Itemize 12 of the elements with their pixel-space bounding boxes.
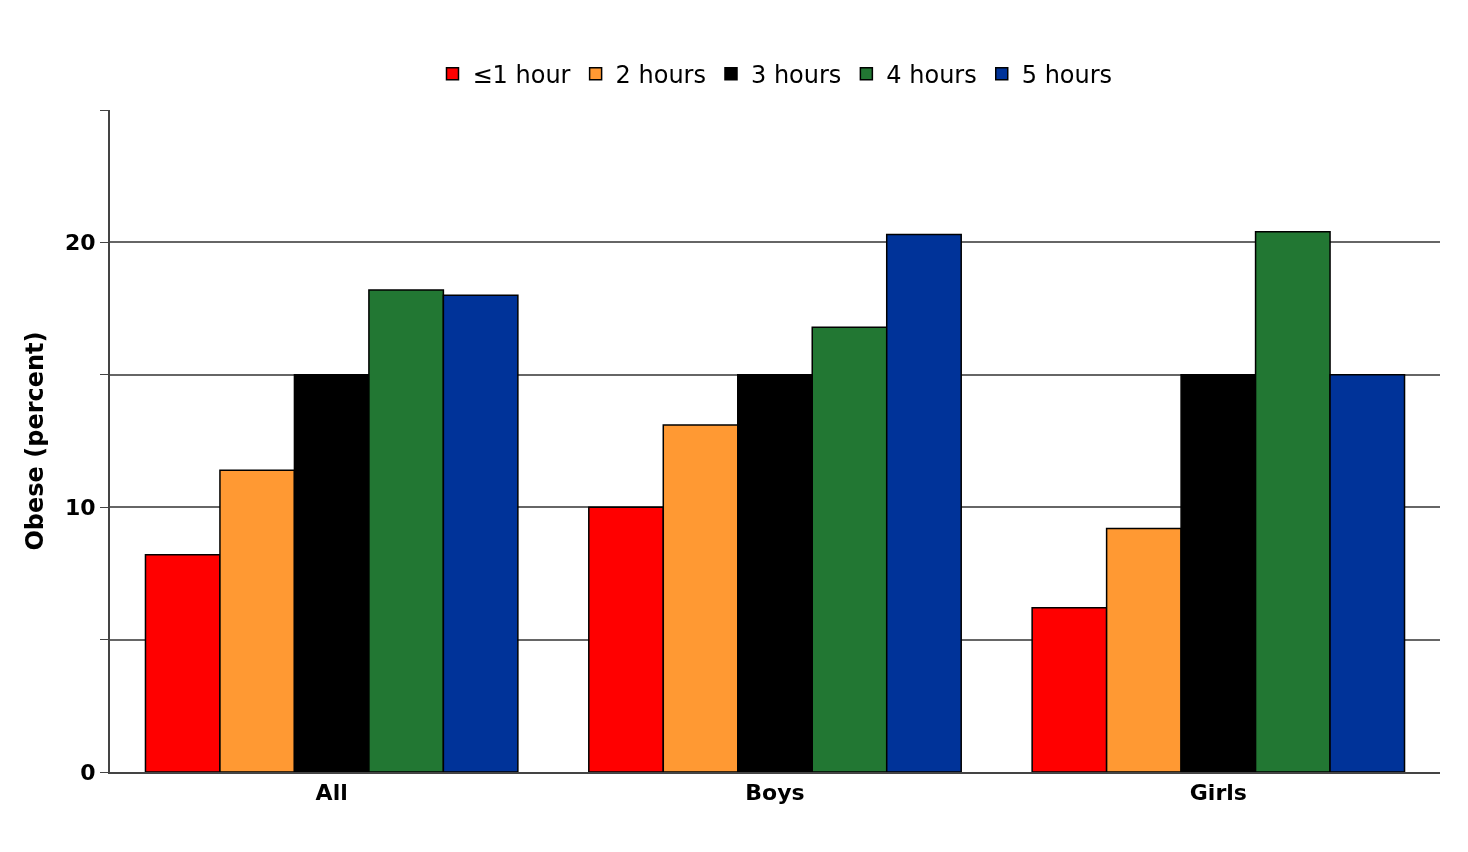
legend-label: 2 hours: [615, 61, 706, 90]
y-tick-label: 0: [80, 759, 96, 785]
x-tick-label: Boys: [745, 780, 805, 806]
y-tick-label: 10: [64, 494, 96, 520]
y-axis-title: Obese (percent): [20, 331, 49, 551]
x-tick-label: All: [315, 780, 348, 806]
x-tick-label: Girls: [1189, 780, 1247, 806]
legend-label: 3 hours: [750, 61, 842, 90]
legend-label: 4 hours: [886, 61, 977, 90]
legend-label: 5 hours: [1021, 61, 1113, 90]
legend-label: ≤1 hour: [472, 61, 571, 90]
y-tick-label: 20: [64, 230, 96, 256]
